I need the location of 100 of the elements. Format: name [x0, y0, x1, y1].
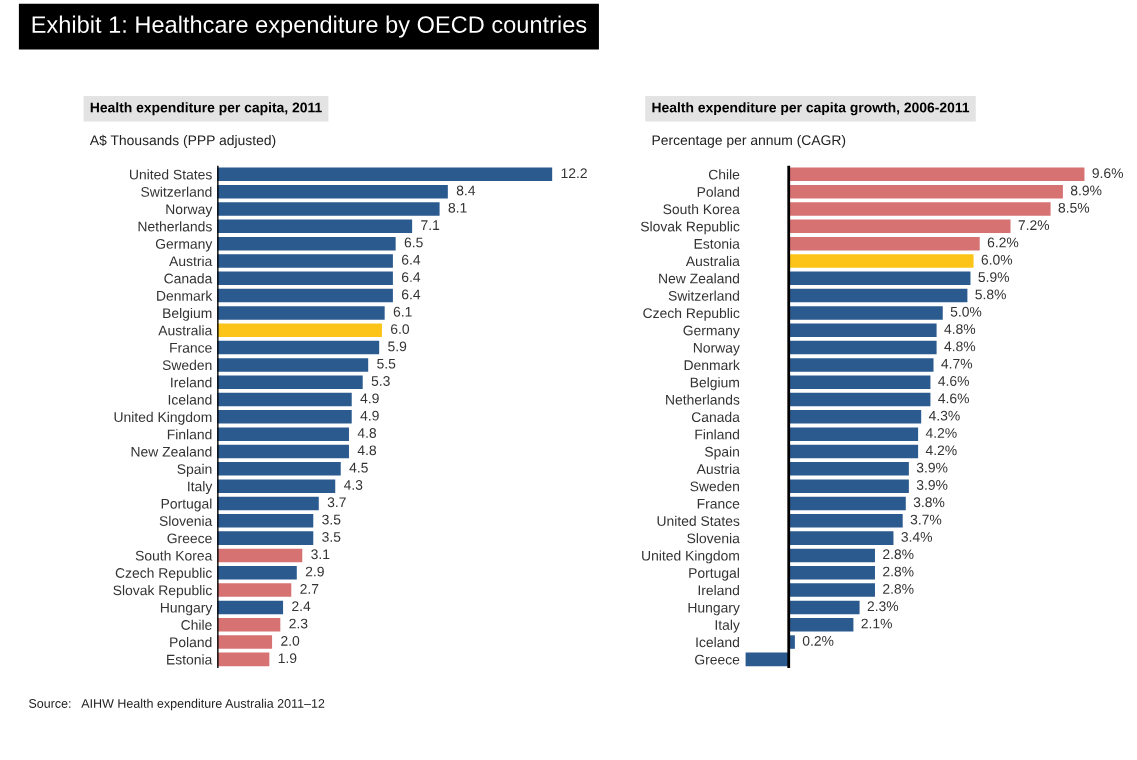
- data-label: 4.9: [360, 410, 379, 421]
- data-label: 5.8%: [975, 289, 1006, 300]
- data-label: 7.2%: [1018, 220, 1050, 230]
- data-label: 2.0: [281, 635, 300, 646]
- y-tick-label: Greece: [695, 654, 740, 665]
- bar: [217, 167, 553, 182]
- data-label: 6.4: [401, 254, 421, 265]
- bar: [217, 323, 382, 337]
- data-label: 4.3%: [928, 410, 960, 421]
- bar: [745, 652, 789, 667]
- y-tick-label: Sweden: [162, 359, 212, 371]
- y-tick-label: United Kingdom: [114, 411, 212, 425]
- y-tick-label: Finland: [167, 429, 212, 440]
- y-tick-label: South Korea: [663, 203, 740, 215]
- bar: [788, 202, 1051, 216]
- data-label: 2.3: [289, 618, 308, 629]
- y-tick-label: Sweden: [690, 481, 739, 492]
- data-label: 3.8%: [913, 497, 945, 508]
- y-tick-label: United States: [130, 169, 212, 180]
- data-label: 5.9%: [978, 272, 1010, 283]
- y-tick-label: Portugal: [689, 567, 739, 581]
- data-label: 6.0: [391, 324, 410, 334]
- data-label: 4.3: [343, 480, 363, 490]
- bar: [217, 392, 352, 407]
- data-label: 4.8%: [944, 324, 976, 334]
- y-tick-label: Portugal: [161, 498, 212, 512]
- data-label: 3.7: [327, 497, 346, 508]
- data-label: 4.8%: [944, 341, 976, 352]
- y-tick-label: Norway: [693, 343, 740, 356]
- data-label: 5.9: [388, 341, 407, 352]
- data-label: 2.8%: [883, 566, 914, 577]
- y-tick-label: Hungary: [160, 602, 213, 616]
- data-label: 3.5: [322, 532, 341, 542]
- data-label: 4.7%: [941, 358, 973, 369]
- source-note: Source: AIHW Health expenditure Australia 2011–12: [28, 698, 325, 711]
- y-tick-label: Spain: [704, 446, 739, 460]
- data-label: 2.4: [292, 601, 311, 611]
- y-tick-label: France: [697, 498, 740, 509]
- data-label: 6.5: [404, 237, 423, 248]
- bar: [788, 600, 860, 615]
- data-label: 4.6%: [938, 376, 969, 386]
- y-tick-label: United Kingdom: [642, 550, 739, 564]
- data-label: 4.2%: [925, 428, 957, 438]
- bar: [217, 514, 314, 528]
- y-tick-label: Greece: [167, 533, 212, 544]
- bar: [217, 288, 393, 303]
- bar: [217, 410, 352, 424]
- bar: [217, 479, 336, 493]
- data-label: 6.0%: [981, 254, 1013, 265]
- bar: [217, 254, 393, 268]
- y-tick-label: France: [170, 343, 212, 353]
- data-label: 2.8%: [883, 549, 914, 560]
- bar: [788, 254, 974, 268]
- bar: [788, 323, 937, 337]
- bar: [217, 531, 314, 545]
- bar: [217, 306, 385, 320]
- y-tick-label: Chile: [181, 619, 212, 630]
- y-tick-label: Denmark: [684, 359, 740, 371]
- bar: [217, 462, 341, 476]
- data-label: 2.3%: [867, 601, 899, 612]
- data-label: 8.9%: [1070, 185, 1102, 196]
- data-label: 3.1: [311, 549, 330, 560]
- y-tick-label: Switzerland: [668, 290, 739, 301]
- bar: [788, 583, 875, 597]
- bar: [788, 566, 875, 580]
- y-tick-label: Czech Republic: [643, 307, 740, 321]
- data-label: 7.1: [421, 220, 440, 230]
- chart-subtitle: Percentage per annum (CAGR): [652, 134, 846, 148]
- bar: [788, 219, 1011, 234]
- bar: [788, 288, 968, 303]
- data-label: 2.9: [305, 566, 324, 577]
- bar: [788, 410, 922, 424]
- chart-subtitle: A$ Thousands (PPP adjusted): [89, 134, 276, 148]
- data-label: 5.0%: [950, 306, 982, 317]
- y-tick-label: Canada: [164, 273, 213, 284]
- bar: [788, 358, 934, 372]
- data-label: 4.9: [360, 393, 379, 404]
- bar: [217, 566, 297, 580]
- bar: [788, 306, 943, 320]
- y-tick-label: Austria: [696, 463, 740, 474]
- y-tick-label: Spain: [177, 463, 212, 477]
- data-label: 6.4: [401, 289, 421, 300]
- bar: [788, 427, 919, 441]
- bar: [217, 219, 413, 234]
- bar: [217, 496, 319, 511]
- bar: [788, 392, 931, 407]
- bar: [788, 167, 1085, 182]
- y-tick-label: Slovak Republic: [640, 221, 740, 235]
- y-tick-label: Denmark: [157, 290, 213, 301]
- data-label: 12.2: [561, 168, 587, 178]
- y-tick-label: Czech Republic: [115, 567, 212, 581]
- y-tick-label: Belgium: [690, 377, 739, 391]
- y-tick-label: Ireland: [698, 585, 739, 596]
- y-tick-label: Norway: [166, 204, 213, 217]
- bar: [217, 548, 303, 563]
- bar: [788, 340, 937, 355]
- bar: [788, 514, 903, 528]
- bar: [217, 375, 363, 389]
- data-label: 4.8: [357, 445, 377, 456]
- bar: [788, 444, 919, 459]
